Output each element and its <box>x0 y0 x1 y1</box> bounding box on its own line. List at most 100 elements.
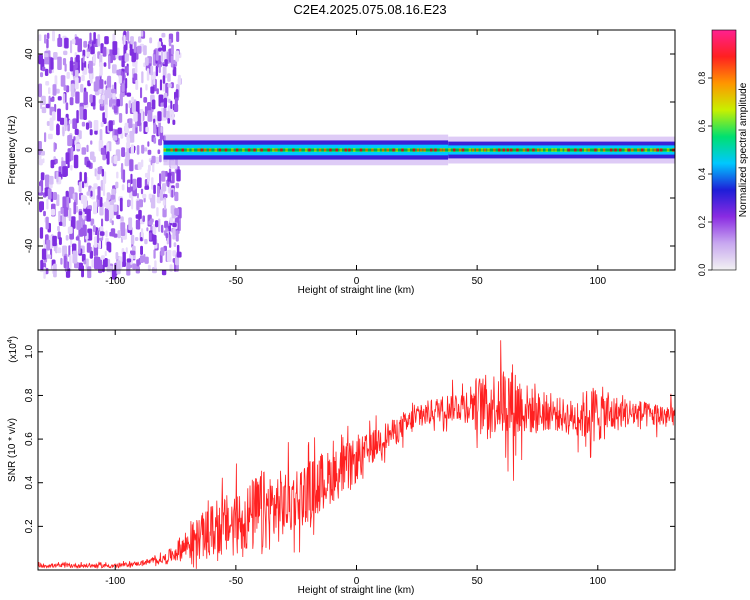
colorbar-tick-label: 0.2 <box>697 216 707 229</box>
noise-cell <box>60 75 66 87</box>
noise-cell <box>161 107 164 121</box>
noise-cell <box>121 147 126 157</box>
x-tick-label: 50 <box>472 576 484 587</box>
noise-cell <box>158 64 161 73</box>
noise-cell <box>150 86 155 94</box>
noise-cell <box>112 41 118 55</box>
noise-cell <box>113 204 118 212</box>
noise-cell <box>87 266 92 279</box>
snr-y-axis-label: SNR (10 * v/v) <box>7 418 18 482</box>
noise-cell <box>137 162 142 170</box>
noise-cell <box>149 37 153 44</box>
noise-cell <box>92 53 96 64</box>
y-tick-label: 0 <box>24 147 35 153</box>
noise-cell <box>39 201 44 211</box>
noise-cell <box>171 110 175 121</box>
noise-cell <box>70 40 73 54</box>
noise-cell <box>129 159 134 172</box>
noise-cell <box>50 57 54 70</box>
y-tick-label: 0.8 <box>24 388 35 402</box>
noise-cell <box>57 108 61 122</box>
noise-cell <box>38 185 42 193</box>
noise-cell <box>160 50 164 62</box>
noise-cell <box>112 64 117 74</box>
noise-cell <box>125 103 128 115</box>
noise-cell <box>53 52 58 60</box>
noise-cell <box>56 124 60 136</box>
noise-cell <box>152 163 155 173</box>
noise-cell <box>112 33 116 44</box>
noise-cell <box>153 249 156 259</box>
noise-cell <box>143 97 148 103</box>
noise-cell <box>168 225 171 232</box>
noise-cell <box>52 30 55 42</box>
noise-cell <box>115 181 119 189</box>
noise-cell <box>94 256 99 270</box>
noise-cell <box>111 269 117 280</box>
spectrogram-panel: -100 -50 0 50 100 -40 -20 0 20 40 Height of stra… <box>7 29 676 296</box>
noise-cell <box>135 219 140 230</box>
noise-cell <box>54 75 58 86</box>
noise-cell <box>167 249 172 262</box>
noise-cell <box>62 126 65 137</box>
noise-cell <box>105 230 108 238</box>
noise-cell <box>83 91 88 105</box>
noise-cell <box>165 233 169 239</box>
noise-cell <box>116 69 121 76</box>
noise-cell <box>81 121 86 127</box>
noise-cell <box>125 78 128 89</box>
y-tick-label: 0.6 <box>24 432 35 446</box>
noise-cell <box>86 160 91 168</box>
noise-cell <box>82 55 85 63</box>
x-tick-label: -100 <box>105 576 125 587</box>
x-tick-label: 0 <box>354 276 360 287</box>
snr-scale-label: (x104) <box>7 336 19 363</box>
noise-cell <box>111 220 114 226</box>
noise-cell <box>161 32 166 38</box>
noise-cell <box>131 196 134 210</box>
noise-cell <box>104 260 108 268</box>
noise-cell <box>147 110 153 122</box>
noise-cell <box>149 218 154 223</box>
noise-cell <box>90 190 93 197</box>
noise-cell <box>54 103 57 113</box>
colorbar: 0.0 0.2 0.4 0.6 0.8 Normalized spectral ampl… <box>697 29 749 276</box>
noise-cell <box>146 68 150 81</box>
noise-cell <box>167 172 172 182</box>
noise-cell <box>69 254 72 269</box>
noise-cell <box>163 97 167 108</box>
noise-cell <box>74 77 79 90</box>
snr-scale-exponent: 4 <box>7 339 14 343</box>
noise-cell <box>70 83 75 97</box>
snr-x-axis-label: Height of straight line (km) <box>298 585 415 596</box>
noise-cell <box>43 210 46 217</box>
spectrogram-y-ticks: -40 -20 0 20 40 <box>24 48 675 253</box>
noise-cell <box>58 237 62 245</box>
noise-cell <box>175 230 179 242</box>
noise-cell <box>151 99 156 110</box>
noise-cell <box>147 141 150 147</box>
noise-cell <box>86 51 91 57</box>
noise-cell <box>48 87 51 95</box>
noise-cell <box>89 94 93 103</box>
noise-cell <box>45 103 50 109</box>
noise-cell <box>85 122 89 130</box>
noise-cell <box>73 136 76 141</box>
noise-cell <box>118 75 122 84</box>
noise-cell <box>162 75 166 84</box>
noise-cell <box>116 214 121 220</box>
noise-cell <box>104 250 107 257</box>
noise-cell <box>173 103 179 112</box>
noise-cell <box>122 251 126 265</box>
noise-cell <box>90 140 93 145</box>
noise-cell <box>44 34 47 44</box>
y-tick-label: 20 <box>24 96 35 108</box>
noise-cell <box>101 94 105 101</box>
noise-cell <box>171 44 174 55</box>
colorbar-label: Normalized spectral amplitude <box>738 82 749 217</box>
noise-cell <box>57 37 63 47</box>
noise-cell <box>126 261 131 276</box>
noise-cell <box>59 117 65 125</box>
noise-cell <box>158 218 161 232</box>
noise-cell <box>153 122 156 134</box>
